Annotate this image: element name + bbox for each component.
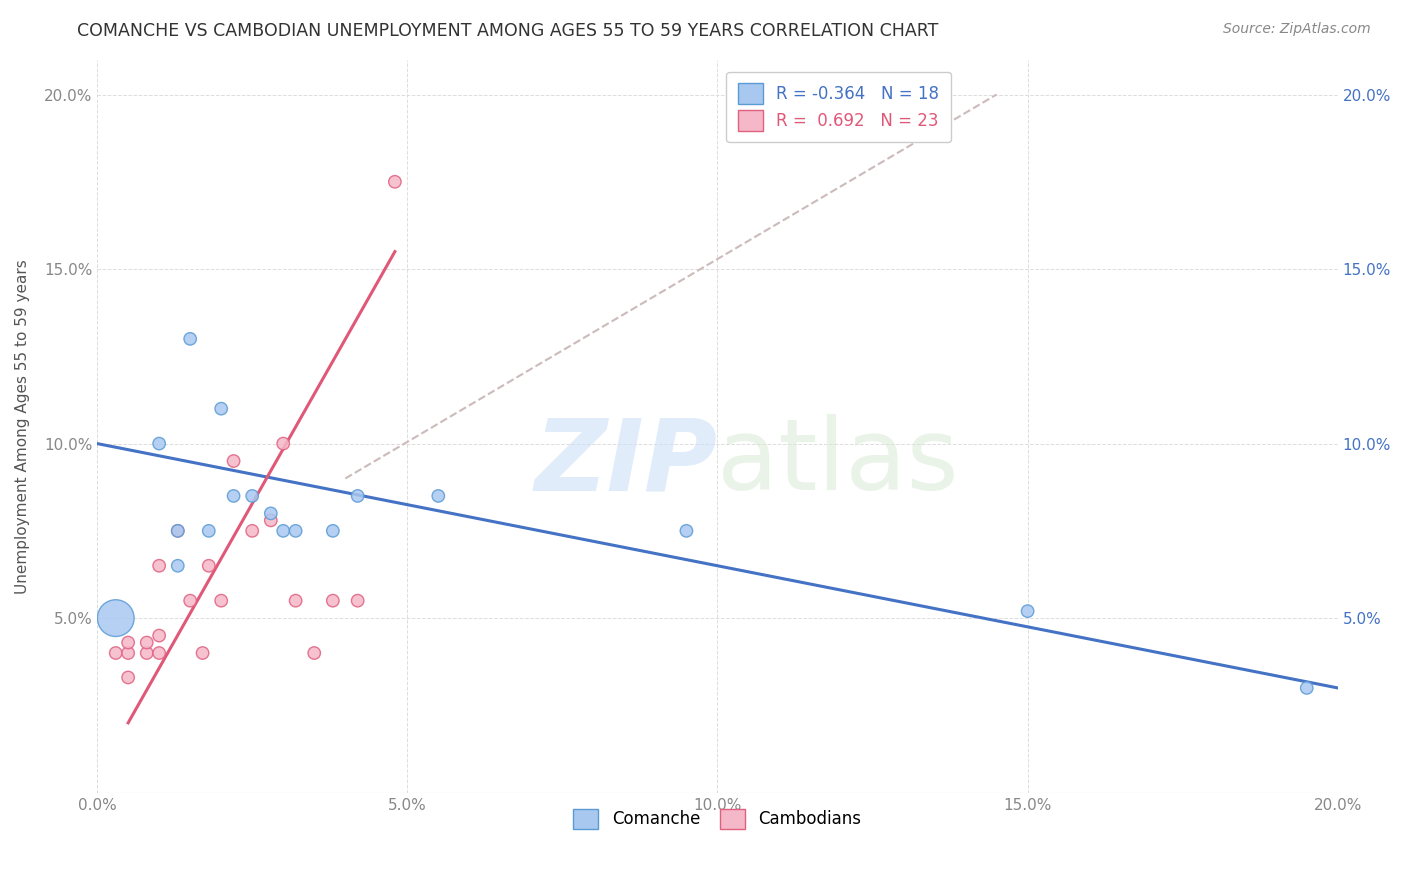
Point: [166, 558, 188, 573]
Point: [1017, 604, 1039, 618]
Point: [191, 646, 214, 660]
Point: [117, 646, 139, 660]
Point: [240, 524, 263, 538]
Point: [197, 524, 219, 538]
Legend: Comanche, Cambodians: Comanche, Cambodians: [567, 802, 868, 836]
Point: [222, 489, 245, 503]
Point: [166, 524, 188, 538]
Point: [135, 646, 157, 660]
Text: COMANCHE VS CAMBODIAN UNEMPLOYMENT AMONG AGES 55 TO 59 YEARS CORRELATION CHART: COMANCHE VS CAMBODIAN UNEMPLOYMENT AMONG…: [77, 22, 939, 40]
Point: [222, 454, 245, 468]
Point: [427, 489, 450, 503]
Point: [104, 611, 127, 625]
Point: [209, 401, 232, 416]
Text: atlas: atlas: [717, 414, 959, 511]
Point: [384, 175, 406, 189]
Text: Source: ZipAtlas.com: Source: ZipAtlas.com: [1223, 22, 1371, 37]
Point: [148, 436, 170, 450]
Point: [197, 558, 219, 573]
Point: [1295, 681, 1317, 695]
Point: [260, 507, 283, 521]
Point: [240, 489, 263, 503]
Point: [322, 524, 344, 538]
Point: [104, 646, 127, 660]
Point: [271, 436, 294, 450]
Point: [346, 489, 368, 503]
Point: [117, 670, 139, 684]
Point: [675, 524, 697, 538]
Point: [179, 593, 201, 607]
Point: [271, 524, 294, 538]
Point: [346, 593, 368, 607]
Point: [148, 646, 170, 660]
Point: [260, 513, 283, 527]
Point: [166, 524, 188, 538]
Point: [302, 646, 325, 660]
Point: [117, 635, 139, 649]
Point: [284, 524, 307, 538]
Text: ZIP: ZIP: [534, 414, 717, 511]
Point: [179, 332, 201, 346]
Point: [209, 593, 232, 607]
Point: [322, 593, 344, 607]
Point: [148, 558, 170, 573]
Point: [284, 593, 307, 607]
Point: [148, 629, 170, 643]
Y-axis label: Unemployment Among Ages 55 to 59 years: Unemployment Among Ages 55 to 59 years: [15, 259, 30, 593]
Point: [135, 635, 157, 649]
